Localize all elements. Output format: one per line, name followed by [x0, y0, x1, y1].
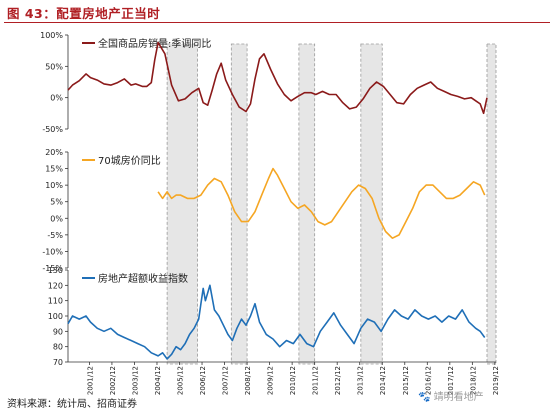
y-tick-label-1-3: 5%	[50, 198, 63, 207]
y-tick-label-1-1: 15%	[45, 165, 63, 174]
x-tick-label-5: 2006/12	[199, 366, 207, 395]
y-tick-label-2-1: 120	[48, 281, 63, 290]
shaded-period-0	[166, 43, 198, 365]
x-tick-label-9: 2010/12	[289, 366, 297, 395]
y-tick-label-0-1: 50%	[45, 62, 63, 71]
y-tick-label-2-3: 100	[48, 312, 63, 321]
x-tick-label-6: 2007/12	[222, 366, 230, 395]
title-rule	[4, 22, 550, 23]
x-tick-label-1: 2002/12	[109, 366, 117, 395]
shaded-period-2	[298, 43, 316, 365]
x-tick-label-18: 2019/12	[492, 366, 500, 395]
y-tick-label-1-0: 20%	[45, 148, 63, 157]
x-tick-label-2: 2003/12	[131, 366, 139, 395]
series-line-1	[157, 167, 486, 239]
x-tick-label-12: 2013/12	[357, 366, 365, 395]
legend-label-1: 70城房价同比	[98, 154, 161, 167]
x-tick-label-7: 2008/12	[244, 366, 252, 395]
y-tick-label-1-7: -15%	[42, 264, 63, 273]
x-tick-label-11: 2012/12	[334, 366, 342, 395]
x-tick-label-14: 2015/12	[402, 366, 410, 395]
source-note: 资料来源：统计局、招商证券	[7, 399, 137, 410]
y-tick-label-2-5: 80	[53, 343, 63, 352]
legend-label-0: 全国商品房销量:季调同比	[98, 37, 211, 50]
x-tick-label-8: 2009/12	[267, 366, 275, 395]
watermark: 🐾 靖明看地产	[418, 392, 484, 403]
y-tick-label-2-2: 110	[48, 297, 63, 306]
x-tick-label-13: 2014/12	[379, 366, 387, 395]
y-tick-label-2-0: 130	[48, 266, 63, 275]
shaded-period-4	[486, 43, 497, 365]
x-tick-label-3: 2004/12	[154, 366, 162, 395]
y-tick-label-0-2: 0%	[50, 94, 63, 103]
x-tick-label-16: 2017/12	[447, 366, 455, 395]
series-line-2	[67, 284, 486, 360]
shaded-period-3	[360, 43, 383, 365]
figure-title: 图 43：配置房地产正当时	[7, 6, 161, 21]
y-tick-label-2-6: 70	[53, 358, 63, 367]
y-tick-label-0-0: 100%	[40, 31, 63, 40]
x-tick-label-0: 2001/12	[86, 366, 94, 395]
legend-label-2: 房地产超额收益指数	[98, 272, 188, 285]
series-line-0	[67, 41, 488, 115]
y-tick-label-2-4: 90	[53, 327, 63, 336]
y-tick-label-1-5: -5%	[47, 231, 63, 240]
y-tick-label-1-4: 0%	[50, 214, 63, 223]
x-tick-label-4: 2005/12	[177, 366, 185, 395]
y-tick-label-1-6: -10%	[42, 247, 63, 256]
x-tick-label-10: 2011/12	[312, 366, 320, 395]
shaded-period-1	[230, 43, 248, 365]
x-tick-label-15: 2016/12	[424, 366, 432, 395]
y-tick-label-0-3: -50%	[42, 125, 63, 134]
y-tick-label-1-2: 10%	[45, 181, 63, 190]
x-tick-label-17: 2018/12	[469, 366, 477, 395]
